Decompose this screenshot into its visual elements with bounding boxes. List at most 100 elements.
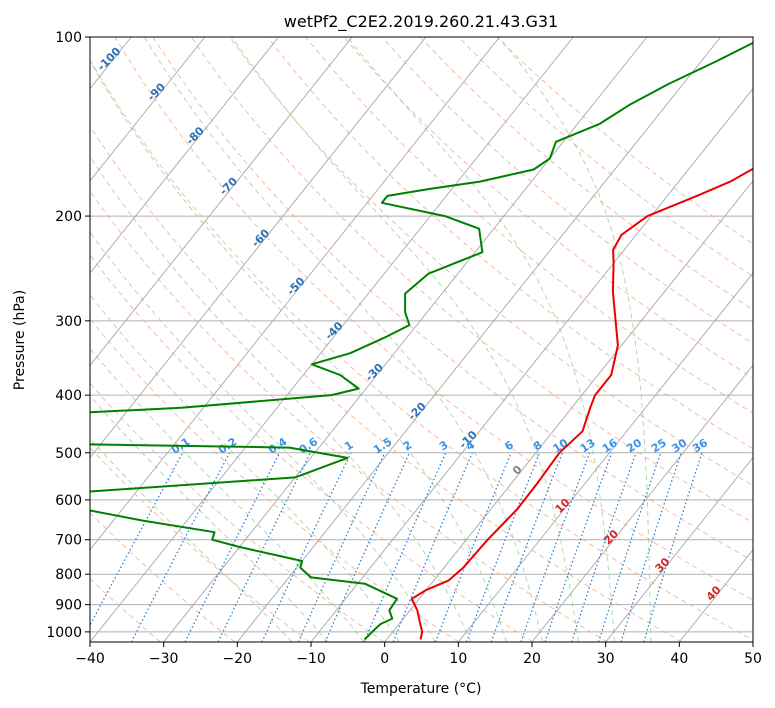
dry-adiabat xyxy=(305,37,753,414)
mixing-ratio-label: 3 xyxy=(437,438,451,453)
isotherm-label-warm: 10 xyxy=(553,496,573,516)
moist-adiabat xyxy=(498,37,652,642)
isotherm-label-cold: -60 xyxy=(249,226,272,249)
x-axis-ticks: −40 −30 −20 −10 0 10 20 30 40 50 xyxy=(75,642,762,667)
x-axis-label: Temperature (°C) xyxy=(360,681,482,697)
isotherm-gridline xyxy=(163,37,648,642)
isotherm-label-zero: 0 xyxy=(510,463,525,478)
mixing-ratio-label: 0.4 xyxy=(266,435,290,457)
isotherm-gridline xyxy=(90,37,427,459)
mixing-ratio-label: 6 xyxy=(502,438,516,453)
x-tick-label: 40 xyxy=(670,651,688,667)
dry-adiabat xyxy=(381,37,753,345)
dry-adiabat xyxy=(90,577,161,642)
mixing-ratio-line xyxy=(90,452,184,627)
mixing-ratio-line xyxy=(643,452,703,642)
isotherm-label-cold: -50 xyxy=(284,274,307,297)
dry-adiabat xyxy=(152,37,753,562)
isotherm-label-warm: 30 xyxy=(653,555,673,575)
x-tick-label: 20 xyxy=(523,651,541,667)
moist-adiabat xyxy=(90,294,400,642)
plot-frame xyxy=(89,36,754,643)
mixing-ratio-label: 8 xyxy=(531,438,545,453)
mixing-ratio-line xyxy=(324,452,411,642)
background-lines-layer xyxy=(0,37,753,642)
x-tick-label: −30 xyxy=(149,651,179,667)
moist-adiabat xyxy=(90,347,365,642)
x-tick-label: 50 xyxy=(744,651,762,667)
mixing-ratio-label: 1.5 xyxy=(371,435,394,457)
isotherm-gridline xyxy=(0,37,58,642)
mixing-ratio-line xyxy=(544,452,613,642)
isotherm-label-cold: -20 xyxy=(406,399,429,422)
moist-adiabat xyxy=(90,231,436,642)
mixing-ratio-line xyxy=(434,452,512,642)
y-tick-label: 100 xyxy=(55,30,82,46)
sounding-lines-layer xyxy=(90,41,753,641)
dry-adiabat xyxy=(419,37,753,311)
dry-adiabat xyxy=(114,37,753,601)
temperature-profile xyxy=(410,167,753,640)
mixing-ratio-line xyxy=(571,452,637,642)
y-axis-ticks: 100 200 300 400 500 600 700 800 900 1000 xyxy=(46,30,90,641)
moist-adiabat xyxy=(90,438,293,642)
isotherm-label-cold: -100 xyxy=(95,45,124,74)
x-tick-label: −20 xyxy=(223,651,253,667)
dry-adiabat xyxy=(90,254,534,642)
mixing-ratio-line xyxy=(261,452,352,642)
y-axis-label: Pressure (hPa) xyxy=(12,290,28,390)
dry-adiabat xyxy=(190,37,753,524)
dry-adiabat xyxy=(90,190,608,642)
mixing-ratio-line xyxy=(297,452,386,642)
y-tick-label: 400 xyxy=(55,388,82,404)
mixing-ratio-line xyxy=(465,452,541,642)
isotherm-label-cold: -40 xyxy=(322,319,345,342)
isotherm-gridline xyxy=(752,641,753,642)
isotherm-gridline xyxy=(310,87,753,642)
dry-adiabat xyxy=(90,382,385,642)
moist-adiabat xyxy=(90,395,329,642)
mixing-ratio-line xyxy=(363,452,447,642)
mixing-ratio-labels-layer: 0.1 0.2 0.4 0.6 1 1.5 2 3 4 6 8 10 13 16 20 25 30 36 xyxy=(169,435,710,457)
isotherm-gridline xyxy=(90,37,353,367)
y-tick-label: 500 xyxy=(55,446,82,462)
mixing-ratio-line xyxy=(598,452,662,642)
isotherm-gridline xyxy=(457,272,753,642)
dewpoint-profile xyxy=(90,41,753,641)
mixing-ratio-line xyxy=(620,452,682,642)
moist-adiabat xyxy=(144,37,543,642)
isotherm-gridline xyxy=(384,180,753,642)
mixing-ratio-line xyxy=(520,452,591,642)
x-tick-label: 0 xyxy=(380,651,389,667)
y-tick-label: 700 xyxy=(55,533,82,549)
y-tick-label: 200 xyxy=(55,209,82,225)
isotherm-gridline xyxy=(236,37,721,642)
mixing-ratio-line xyxy=(130,452,231,642)
isotherm-gridline xyxy=(90,37,279,274)
isotherm-label-warm: 40 xyxy=(704,583,724,603)
y-tick-label: 600 xyxy=(55,493,82,509)
moist-adiabat xyxy=(90,60,508,642)
mixing-ratio-line xyxy=(490,452,563,642)
dry-adiabat xyxy=(343,37,753,379)
isotherm-gridline xyxy=(531,364,753,642)
x-tick-label: 10 xyxy=(449,651,467,667)
isotherm-label-cold: -70 xyxy=(217,175,240,198)
x-tick-label: −40 xyxy=(75,651,105,667)
isotherm-gridline xyxy=(90,37,574,642)
y-tick-label: 800 xyxy=(55,567,82,583)
x-tick-label: −10 xyxy=(296,651,326,667)
mixing-ratio-label: 1 xyxy=(342,438,356,453)
mixing-ratio-label: 2 xyxy=(401,438,415,453)
moist-adiabat xyxy=(346,37,616,642)
dry-adiabat xyxy=(267,37,753,450)
isotherm-gridline xyxy=(90,37,500,551)
isotherm-gridline xyxy=(605,456,753,642)
dry-adiabat xyxy=(496,37,753,245)
dry-adiabat xyxy=(90,511,236,642)
isotherm-label-cold: -90 xyxy=(145,80,168,103)
isotherm-gridline xyxy=(90,37,206,182)
y-tick-label: 300 xyxy=(55,314,82,330)
y-tick-label: 1000 xyxy=(46,625,82,641)
chart-title: wetPf2_C2E2.2019.260.21.43.G31 xyxy=(284,12,558,32)
